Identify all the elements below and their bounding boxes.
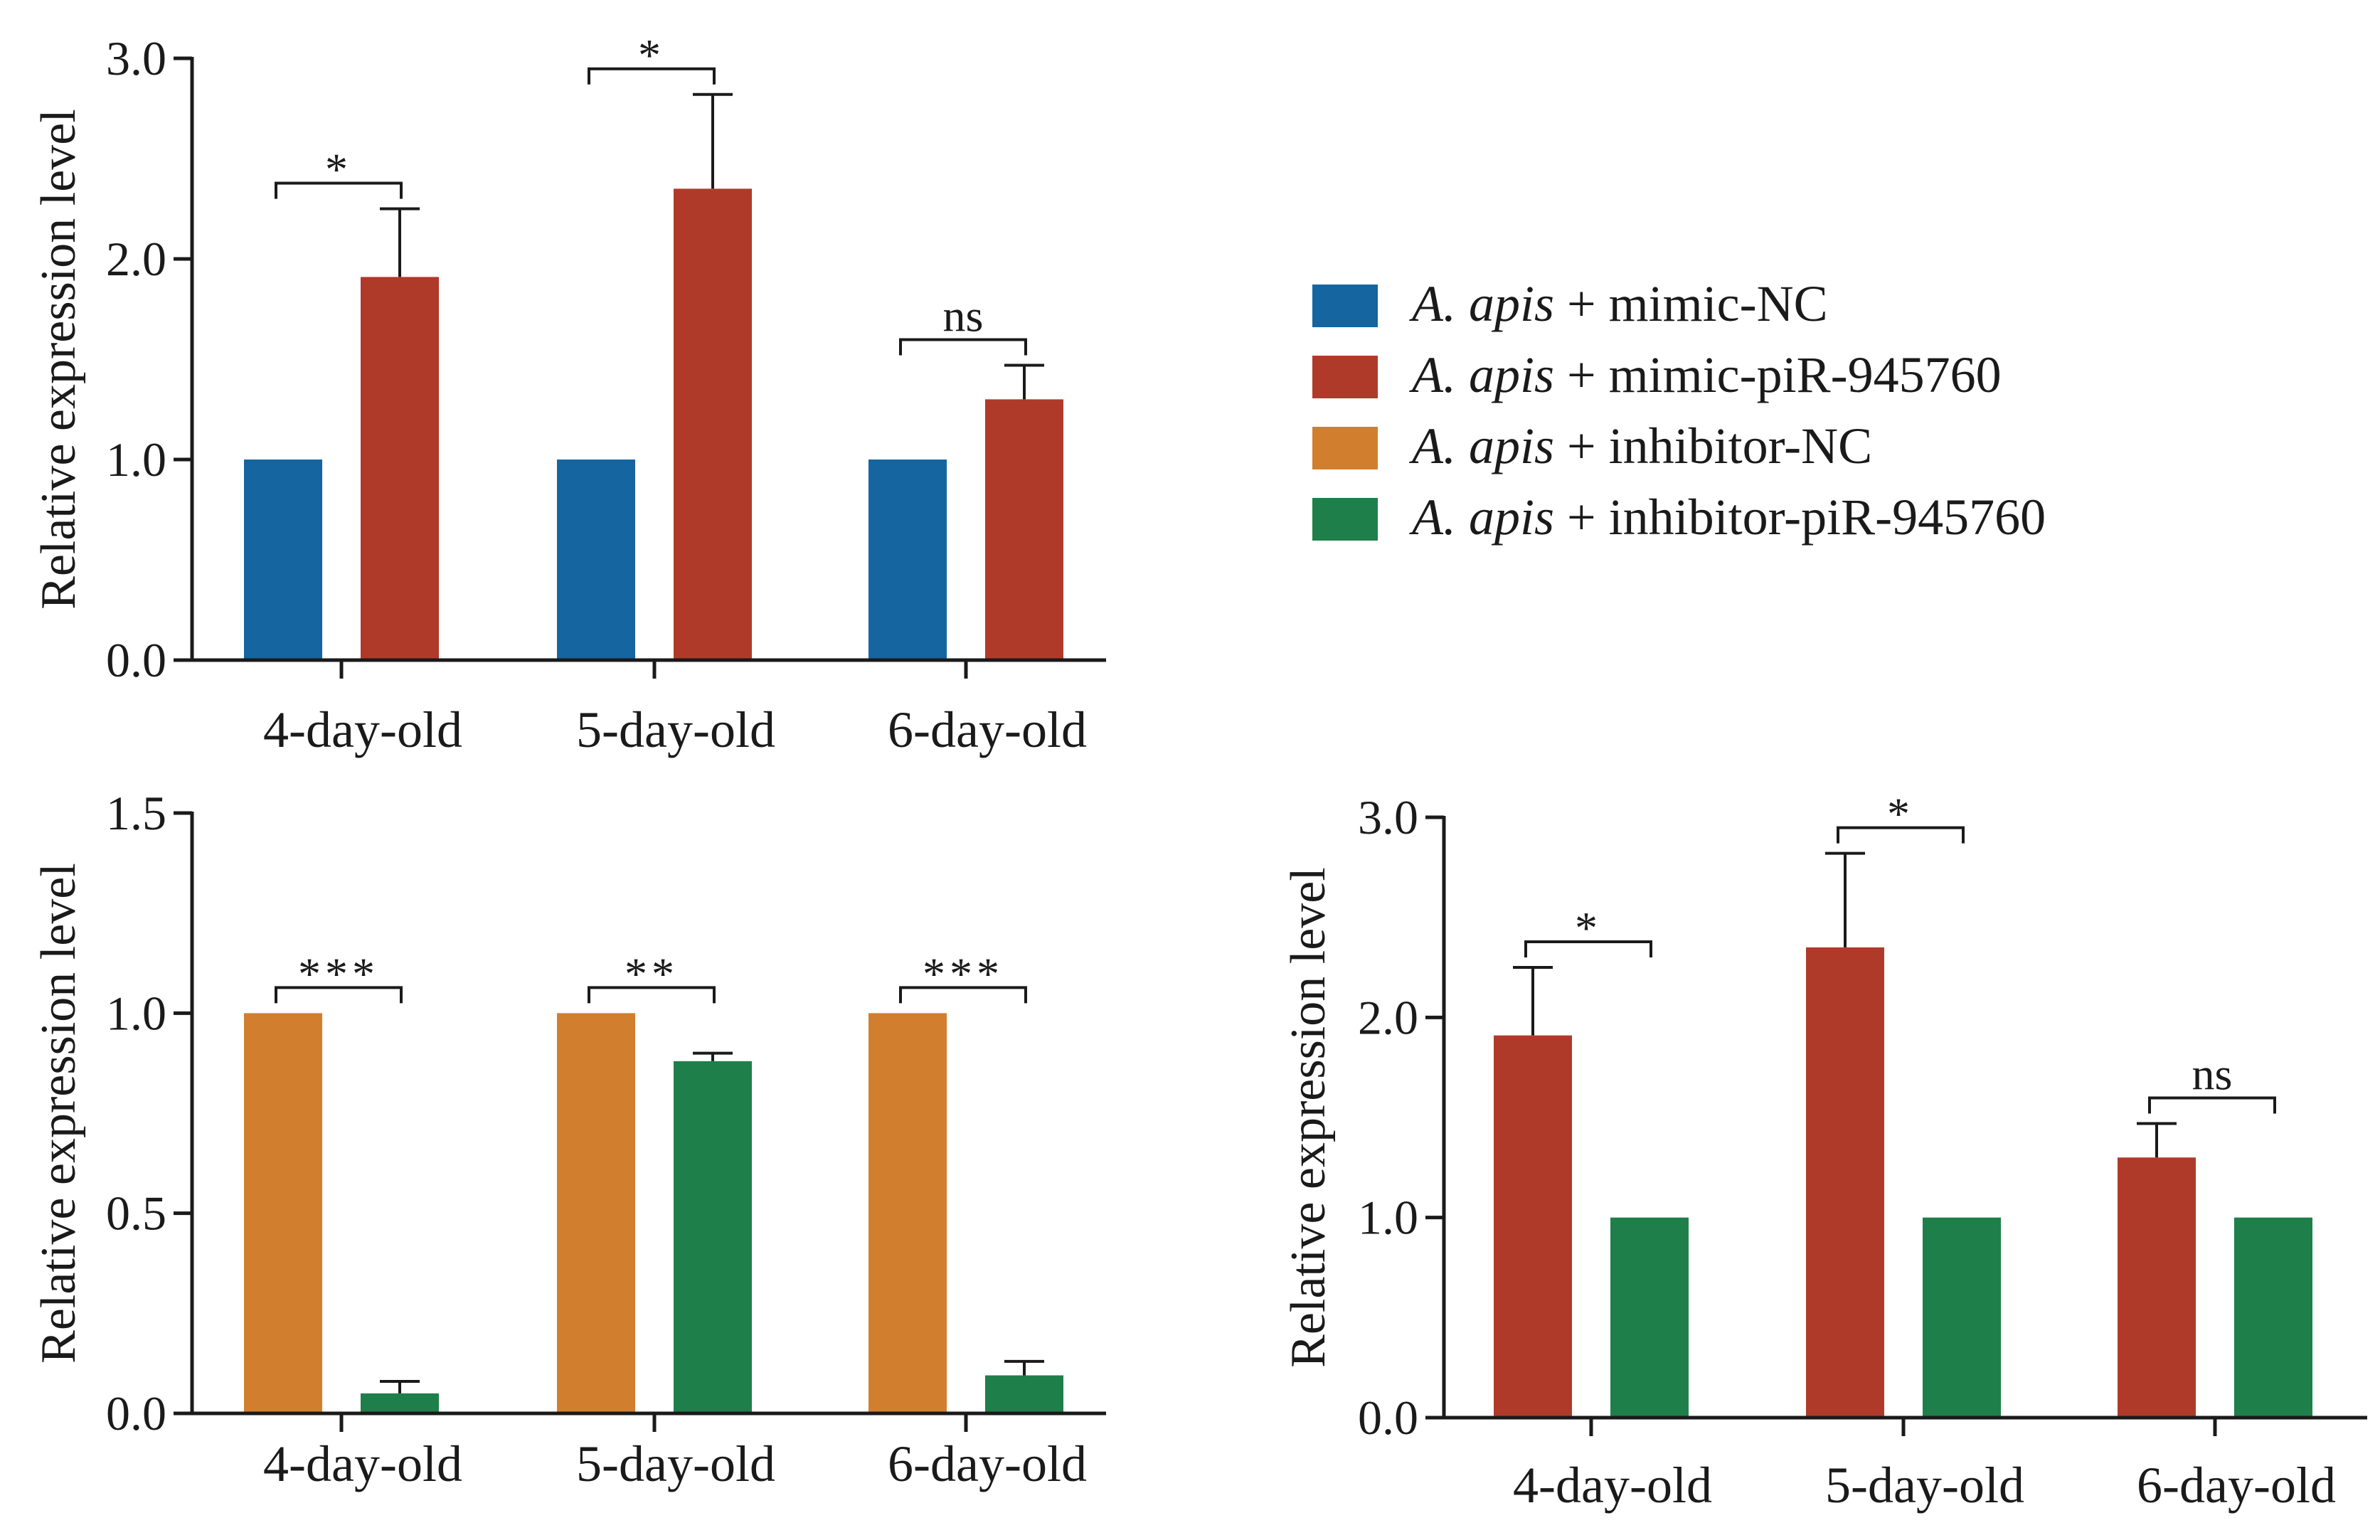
- y-tick-label-bottom-left-3: 1.5: [106, 786, 166, 840]
- significance-label-top-left-0: *: [325, 144, 352, 195]
- x-tick-label-bottom-right-1: 5-day-old: [1825, 1457, 2024, 1514]
- y-tick-label-top-left-2: 2.0: [106, 232, 166, 286]
- y-tick-label-top-left-0: 0.0: [106, 633, 166, 687]
- significance-label-top-left-2: ns: [943, 290, 984, 341]
- x-tick-label-bottom-right-2: 6-day-old: [2137, 1457, 2336, 1514]
- bar-bottom-right-s0-c0: [1494, 1035, 1572, 1418]
- y-axis-label-top-left: Relative expression level: [31, 109, 86, 610]
- significance-label-top-left-1: *: [638, 30, 665, 80]
- significance-bracket-bottom-right-1: [1837, 826, 1965, 844]
- y-tick-label-top-left-1: 1.0: [106, 432, 166, 487]
- legend-label-inhibitor-pir: A. apis + inhibitor-piR-945760: [1409, 489, 2046, 546]
- significance-bracket-top-left-0: [275, 181, 403, 199]
- chart-top-left: 0.0 1.0 2.0 3.0 4-day-old 5-day-old 6-day-old R…: [31, 30, 1106, 758]
- x-tick-label-bottom-left-1: 5-day-old: [576, 1435, 775, 1492]
- significance-bracket-bottom-left-1: [588, 986, 716, 1004]
- legend-swatch-inhibitor-nc: [1312, 427, 1378, 469]
- significance-label-bottom-right-2: ns: [2192, 1048, 2233, 1099]
- bar-bottom-right-s0-c2: [2118, 1157, 2196, 1418]
- chart-bottom-left: 0.0 0.5 1.0 1.5 4-day-old 5-day-old 6-day-old R…: [31, 786, 1106, 1492]
- bar-bottom-left-s1-c0: [361, 1393, 439, 1413]
- significance-bracket-top-left-1: [588, 67, 716, 85]
- bar-bottom-left-s0-c2: [868, 1013, 947, 1413]
- legend-label-mimic-pir: A. apis + mimic-piR-945760: [1409, 346, 2002, 403]
- significance-bracket-bottom-left-0: [275, 986, 403, 1004]
- legend: A. apis + mimic-NC A. apis + mimic-piR-9…: [1312, 275, 2046, 546]
- legend-label-inhibitor-nc: A. apis + inhibitor-NC: [1409, 418, 1872, 474]
- bar-bottom-right-s1-c1: [1923, 1217, 2001, 1418]
- y-tick-label-bottom-right-3: 3.0: [1358, 790, 1418, 844]
- y-axis-label-bottom-right: Relative expression level: [1281, 867, 1336, 1368]
- bar-bottom-right-s1-c0: [1610, 1217, 1689, 1418]
- bar-bottom-left-s1-c1: [674, 1061, 752, 1413]
- bar-top-left-s1-c2: [985, 399, 1063, 660]
- legend-label-mimic-nc: A. apis + mimic-NC: [1409, 275, 1828, 332]
- y-tick-label-bottom-left-0: 0.0: [106, 1386, 166, 1440]
- y-tick-label-bottom-right-1: 1.0: [1358, 1191, 1418, 1245]
- significance-label-bottom-right-0: *: [1575, 903, 1602, 953]
- significance-bracket-bottom-right-0: [1524, 940, 1652, 957]
- y-axis-label-bottom-left: Relative expression level: [31, 863, 86, 1364]
- bar-top-left-s0-c1: [557, 460, 635, 660]
- significance-label-bottom-left-1: **: [625, 948, 679, 999]
- significance-label-bottom-left-2: ***: [923, 948, 1004, 999]
- x-tick-label-top-left-0: 4-day-old: [263, 701, 462, 758]
- bar-bottom-right-s1-c2: [2234, 1217, 2312, 1418]
- x-tick-label-top-left-1: 5-day-old: [576, 701, 775, 758]
- bar-bottom-left-s0-c0: [244, 1013, 322, 1413]
- y-tick-label-bottom-left-2: 1.0: [106, 986, 166, 1040]
- y-tick-label-bottom-left-1: 0.5: [106, 1186, 166, 1241]
- legend-swatch-mimic-pir: [1312, 356, 1378, 398]
- bar-bottom-left-s0-c1: [557, 1013, 635, 1413]
- x-tick-label-bottom-left-2: 6-day-old: [888, 1435, 1087, 1492]
- y-tick-label-bottom-right-2: 2.0: [1358, 990, 1418, 1044]
- significance-label-bottom-left-0: ***: [298, 948, 379, 999]
- chart-bottom-right: 0.0 1.0 2.0 3.0 4-day-old 5-day-old 6-day-old R…: [1281, 789, 2367, 1514]
- x-tick-label-top-left-2: 6-day-old: [888, 701, 1087, 758]
- x-tick-label-bottom-left-0: 4-day-old: [263, 1435, 462, 1492]
- bar-top-left-s1-c1: [674, 188, 752, 660]
- significance-bracket-top-left-2: [899, 338, 1027, 356]
- y-tick-label-bottom-right-0: 0.0: [1358, 1391, 1418, 1445]
- significance-label-bottom-right-1: *: [1887, 789, 1914, 839]
- x-tick-label-bottom-right-0: 4-day-old: [1513, 1457, 1712, 1514]
- bar-top-left-s0-c0: [244, 460, 322, 660]
- bar-top-left-s0-c2: [868, 460, 947, 660]
- bar-top-left-s1-c0: [361, 277, 439, 660]
- bar-bottom-right-s0-c1: [1806, 947, 1884, 1418]
- y-tick-label-top-left-3: 3.0: [106, 31, 166, 85]
- legend-swatch-mimic-nc: [1312, 285, 1378, 327]
- significance-bracket-bottom-left-2: [899, 986, 1027, 1004]
- legend-swatch-inhibitor-pir: [1312, 498, 1378, 541]
- bar-bottom-left-s1-c2: [985, 1375, 1063, 1413]
- significance-bracket-bottom-right-2: [2148, 1096, 2276, 1114]
